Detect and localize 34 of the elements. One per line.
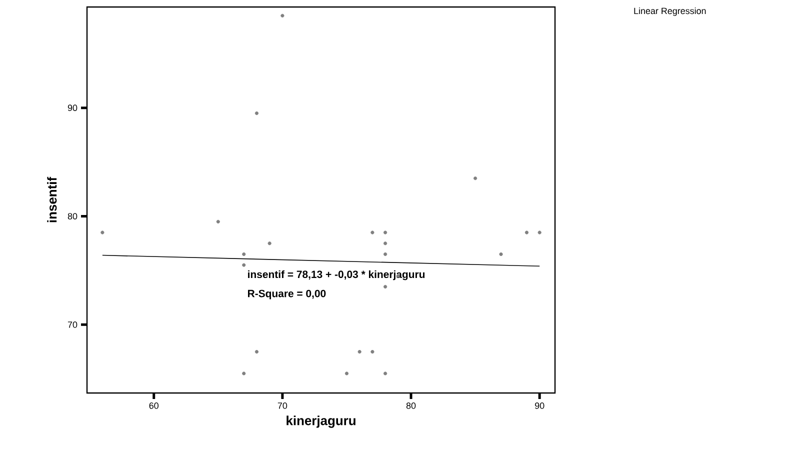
point (384, 284, 388, 289)
point (254, 350, 259, 354)
point (216, 220, 220, 224)
x-tick-label: 70 (278, 402, 288, 409)
point (242, 263, 246, 267)
annotation: insentif = 78,13 + -0,03 * kinerjaguru (248, 270, 425, 280)
point (538, 230, 542, 234)
y-axis-title: insentif (47, 176, 57, 222)
point (100, 230, 104, 234)
x-axis-title: kinerjaguru (286, 416, 356, 428)
point (370, 350, 374, 354)
point (384, 230, 388, 234)
annotation: R-Square = 0,00 (248, 290, 326, 300)
point (268, 242, 272, 246)
point (242, 372, 246, 376)
y-tick-label: 90 (68, 104, 78, 112)
y-tick-label: 70 (68, 321, 78, 328)
point (280, 14, 284, 18)
x-tick-label: 90 (535, 402, 544, 409)
point (474, 176, 478, 180)
point (524, 230, 529, 234)
y-tick-label: 80 (68, 213, 78, 220)
point (344, 372, 349, 376)
point (242, 252, 246, 256)
point (254, 111, 259, 116)
point (370, 230, 374, 234)
point (384, 242, 388, 246)
point (499, 252, 503, 256)
text: Linear Regression (634, 8, 706, 16)
x-tick-label: 60 (149, 402, 159, 409)
point (384, 252, 388, 256)
x-tick-label: 80 (406, 402, 416, 409)
point (358, 350, 362, 354)
point (384, 372, 388, 376)
